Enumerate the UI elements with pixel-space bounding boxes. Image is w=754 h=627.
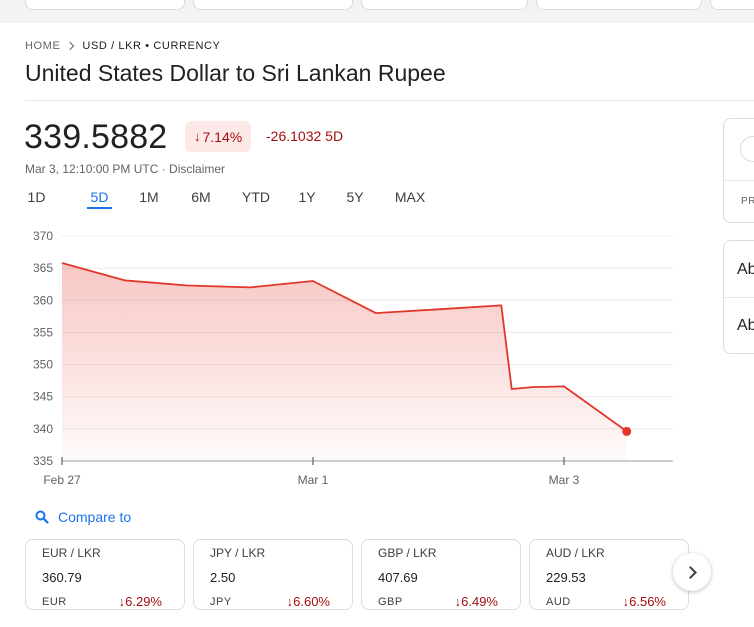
side-pill-button[interactable] [740, 136, 754, 162]
x-tick-label: Feb 27 [43, 473, 81, 487]
side-about-row[interactable]: Ab [737, 261, 754, 278]
compare-card-eur[interactable]: EUR / LKR 360.79 EUR ↓6.29% [25, 539, 185, 610]
y-tick-label: 360 [33, 293, 53, 307]
top-card[interactable] [710, 0, 754, 10]
card-pair: GBP / LKR [378, 546, 437, 560]
top-card[interactable] [536, 0, 702, 10]
card-change-value: 6.56% [629, 594, 666, 609]
card-change-value: 6.60% [293, 594, 330, 609]
search-icon [35, 510, 49, 524]
y-tick-label: 340 [33, 422, 53, 436]
side-about-row[interactable]: Ab [737, 317, 754, 334]
side-label: PR [741, 196, 754, 207]
card-value: 229.53 [546, 570, 586, 585]
arrow-down-icon: ↓ [454, 594, 462, 609]
absolute-change: -26.1032 5D [266, 128, 344, 144]
compare-card-gbp[interactable]: GBP / LKR 407.69 GBP ↓6.49% [361, 539, 521, 610]
series-area [62, 263, 627, 461]
card-change: ↓6.56% [623, 594, 666, 609]
side-panel-card: PR [723, 118, 754, 223]
range-tab-6m[interactable]: 6M [191, 189, 211, 205]
range-tab-5d[interactable]: 5D [87, 187, 112, 209]
percent-change: 7.14% [202, 128, 243, 145]
compare-to-label: Compare to [58, 509, 132, 525]
range-tab-1y[interactable]: 1Y [298, 189, 316, 205]
divider [25, 100, 754, 101]
card-pair: JPY / LKR [210, 546, 266, 560]
range-tab-1d[interactable]: 1D [27, 189, 46, 205]
y-tick-label: 365 [33, 261, 53, 275]
arrow-down-icon: ↓ [194, 129, 201, 144]
range-tab-5y[interactable]: 5Y [346, 189, 364, 205]
top-card[interactable] [193, 0, 353, 10]
current-point [622, 426, 632, 436]
chart-series [61, 262, 632, 461]
top-strip [0, 0, 754, 23]
card-change-value: 6.29% [125, 594, 162, 609]
x-tick-label: Mar 3 [549, 473, 580, 487]
card-currency: JPY [210, 595, 232, 608]
page-title: United States Dollar to Sri Lankan Rupee [25, 60, 446, 86]
x-axis: Feb 27 Mar 1 Mar 3 [43, 457, 673, 487]
card-currency: GBP [378, 595, 403, 608]
top-card[interactable] [25, 0, 185, 10]
card-currency: EUR [42, 595, 67, 608]
card-value: 407.69 [378, 570, 418, 585]
chevron-right-icon [684, 565, 697, 579]
divider [724, 180, 754, 181]
series-line [61, 262, 628, 433]
compare-card-jpy[interactable]: JPY / LKR 2.50 JPY ↓6.60% [193, 539, 353, 610]
y-tick-label: 355 [33, 325, 53, 339]
side-about-card: Ab Ab [723, 240, 754, 354]
y-axis: 335 340 345 350 355 360 365 370 [33, 229, 53, 468]
compare-to-link[interactable]: Compare to [35, 509, 131, 525]
arrow-down-icon: ↓ [118, 594, 126, 609]
card-change: ↓6.29% [119, 594, 162, 609]
breadcrumb-current: USD / LKR • CURRENCY [82, 40, 221, 52]
card-pair: AUD / LKR [546, 546, 605, 560]
range-tabs: 1D 5D 1M 6M YTD 1Y 5Y MAX [24, 187, 427, 209]
breadcrumb-home[interactable]: HOME [25, 40, 61, 52]
card-change-value: 6.49% [461, 594, 498, 609]
range-tab-1m[interactable]: 1M [139, 189, 159, 205]
x-tick-label: Mar 1 [298, 473, 329, 487]
card-value: 360.79 [42, 570, 82, 585]
range-tab-ytd[interactable]: YTD [242, 189, 270, 205]
current-price: 339.5882 [24, 118, 168, 156]
card-change: ↓6.60% [287, 594, 330, 609]
arrow-down-icon: ↓ [622, 594, 630, 609]
divider [724, 297, 754, 298]
breadcrumb: HOME USD / LKR • CURRENCY [25, 40, 221, 52]
y-tick-label: 350 [33, 358, 53, 372]
card-currency: AUD [546, 595, 571, 608]
card-pair: EUR / LKR [42, 546, 101, 560]
chevron-right-icon [66, 41, 75, 51]
card-value: 2.50 [210, 570, 236, 585]
timestamp: Mar 3, 12:10:00 PM UTC · Disclaimer [25, 162, 226, 176]
y-tick-label: 335 [33, 454, 53, 468]
y-tick-label: 370 [33, 229, 53, 243]
card-change: ↓6.49% [455, 594, 498, 609]
arrow-down-icon: ↓ [286, 594, 294, 609]
compare-card-aud[interactable]: AUD / LKR 229.53 AUD ↓6.56% [529, 539, 689, 610]
top-card[interactable] [361, 0, 528, 10]
percent-change-badge: ↓ 7.14% [185, 121, 252, 152]
range-tab-max[interactable]: MAX [394, 189, 426, 205]
y-tick-label: 345 [33, 390, 53, 404]
next-cards-button[interactable] [673, 553, 711, 591]
chart-grid [62, 235, 673, 430]
